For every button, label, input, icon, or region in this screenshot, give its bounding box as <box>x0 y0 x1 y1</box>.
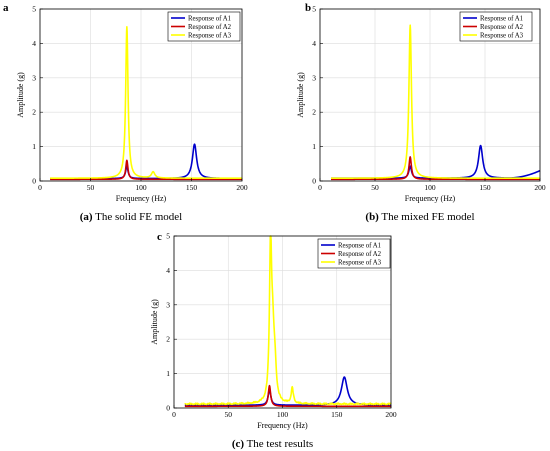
caption-letter: (b) <box>365 211 379 223</box>
panel-caption: (b) The mixed FE model <box>365 211 474 223</box>
series-line-a2 <box>49 159 243 181</box>
caption-text: The solid FE model <box>93 211 183 223</box>
y-tick-label: 2 <box>32 108 36 117</box>
y-axis-label: Amplitude (g) <box>296 72 305 118</box>
chart-panel-c: 0 50 100 150 200 0 1 2 3 4 5 Frequency (Hz) Amplitud… <box>150 231 397 450</box>
legend-label-a3: Response of A3 <box>188 33 232 40</box>
chart-panel-b: 0 50 100 150 200 0 1 2 3 4 5 Frequency (Hz) Amplitud… <box>296 2 546 223</box>
panel-caption: (a) The solid FE model <box>80 211 182 223</box>
x-tick-label: 100 <box>277 410 289 419</box>
series-line-a2 <box>330 156 541 181</box>
x-axis-label: Frequency (Hz) <box>405 194 456 203</box>
y-tick-label: 0 <box>32 177 36 186</box>
x-tick-label: 150 <box>186 183 198 192</box>
x-tick-label: 150 <box>479 183 491 192</box>
legend-label-a1: Response of A1 <box>188 16 231 23</box>
x-tick-label: 200 <box>385 410 397 419</box>
series-group <box>184 235 392 408</box>
y-axis-label: Amplitude (g) <box>150 299 159 345</box>
legend-label-a3: Response of A3 <box>480 33 524 40</box>
legend-label-a2: Response of A2 <box>338 251 382 258</box>
x-tick-label: 50 <box>87 183 95 192</box>
chart-panel-a: 0 50 100 150 200 0 1 2 3 4 5 Frequency (Hz) Amplitud… <box>3 2 248 223</box>
x-axis-label: Frequency (Hz) <box>116 194 167 203</box>
x-tick-label: 100 <box>135 183 147 192</box>
y-axis-label: Amplitude (g) <box>16 72 25 118</box>
x-tick-label: 50 <box>225 410 233 419</box>
x-tick-label: 50 <box>371 183 379 192</box>
x-axis-label: Frequency (Hz) <box>257 421 308 430</box>
x-tick-label: 200 <box>236 183 248 192</box>
caption-text: The mixed FE model <box>379 211 475 223</box>
legend-label-a1: Response of A1 <box>338 243 381 250</box>
legend-label-a1: Response of A1 <box>480 16 523 23</box>
y-tick-label: 1 <box>166 369 170 378</box>
x-tick-label: 0 <box>38 183 42 192</box>
legend-label-a2: Response of A2 <box>480 24 524 31</box>
x-tick-label: 200 <box>534 183 546 192</box>
caption-letter: (a) <box>80 211 93 223</box>
y-tick-label: 4 <box>166 266 170 275</box>
series-line-a2 <box>184 384 392 408</box>
y-tick-label: 2 <box>166 335 170 344</box>
x-tick-label: 0 <box>318 183 322 192</box>
series-line-a3 <box>184 235 392 406</box>
series-group <box>330 24 541 181</box>
panel-letter: b <box>305 2 311 14</box>
y-tick-label: 4 <box>312 39 316 48</box>
legend-label-a3: Response of A3 <box>338 260 382 267</box>
y-tick-label: 5 <box>166 232 170 241</box>
legend-label-a2: Response of A2 <box>188 24 232 31</box>
y-tick-label: 5 <box>312 5 316 14</box>
panel-letter: c <box>157 231 162 243</box>
panel-letter: a <box>3 2 9 14</box>
series-group <box>49 26 243 181</box>
series-line-a3 <box>330 24 541 180</box>
caption-text: The test results <box>244 438 313 450</box>
y-tick-label: 1 <box>312 142 316 151</box>
y-tick-label: 4 <box>32 39 36 48</box>
series-line-a3 <box>49 26 243 180</box>
x-tick-label: 150 <box>331 410 343 419</box>
y-tick-label: 3 <box>312 73 316 82</box>
y-tick-label: 0 <box>312 177 316 186</box>
y-tick-label: 5 <box>32 5 36 14</box>
x-tick-label: 100 <box>424 183 436 192</box>
x-tick-label: 0 <box>172 410 176 419</box>
panel-caption: (c) The test results <box>232 438 313 450</box>
y-tick-label: 0 <box>166 404 170 413</box>
y-tick-label: 3 <box>32 73 36 82</box>
y-tick-label: 3 <box>166 300 170 309</box>
y-tick-label: 2 <box>312 108 316 117</box>
caption-letter: (c) <box>232 438 245 450</box>
y-tick-label: 1 <box>32 142 36 151</box>
